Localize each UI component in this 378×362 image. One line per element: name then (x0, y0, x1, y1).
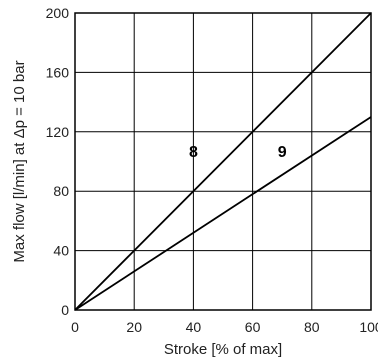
y-tick-label: 160 (46, 64, 70, 80)
series-label-8: 8 (189, 144, 198, 161)
x-tick-label: 60 (245, 319, 261, 335)
y-tick-label: 40 (53, 243, 69, 259)
x-tick-label: 0 (71, 319, 79, 335)
x-tick-label: 80 (304, 319, 320, 335)
grid (75, 13, 371, 310)
y-tick-label: 0 (61, 302, 69, 318)
x-axis-label: Stroke [% of max] (164, 341, 282, 358)
x-tick-labels: 0 20 40 60 80 100 (71, 319, 378, 335)
plot-frame (74, 12, 372, 311)
y-tick-label: 120 (46, 124, 70, 140)
y-axis-label: Max flow [l/min] at Δp = 10 bar (11, 60, 28, 262)
series-line-9 (74, 116, 372, 311)
x-tick-label: 40 (186, 319, 202, 335)
y-tick-label: 80 (53, 183, 69, 199)
y-tick-label: 200 (46, 5, 70, 21)
y-tick-labels: 0 40 80 120 160 200 (46, 5, 70, 318)
x-tick-label: 100 (359, 319, 378, 335)
series-line-8 (74, 12, 372, 311)
x-tick-label: 20 (126, 319, 142, 335)
series-label-9: 9 (278, 144, 287, 161)
